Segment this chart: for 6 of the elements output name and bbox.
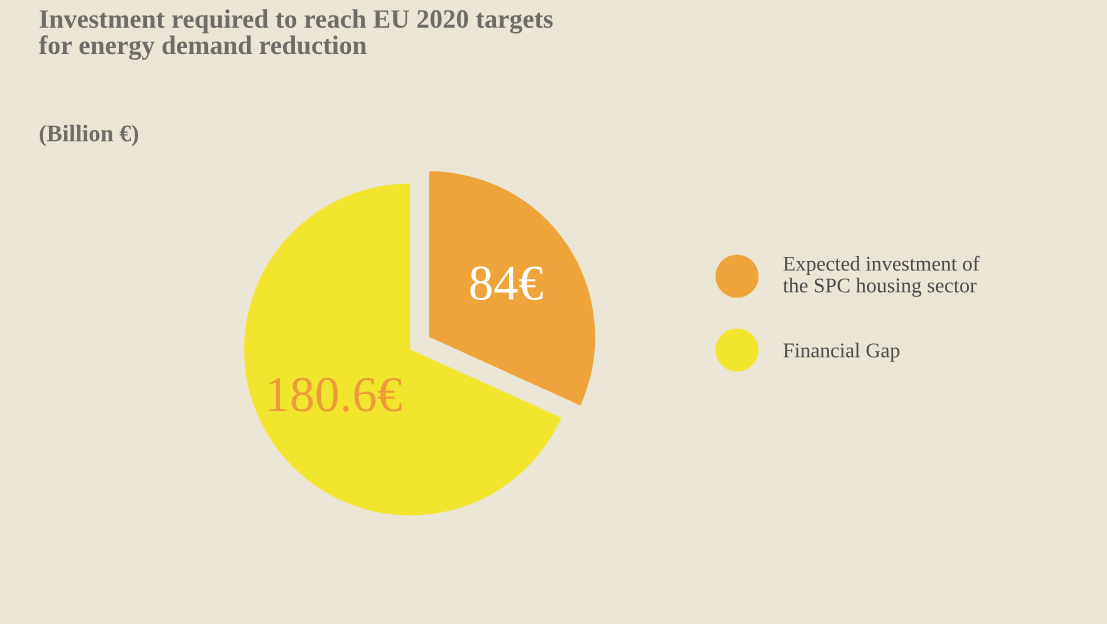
data-label: 180.6€ <box>269 377 402 412</box>
legend-label: Financial Gap <box>783 342 900 362</box>
data-label: 84€ <box>470 266 543 301</box>
legend-label: Expected investment of the SPC housing sector <box>783 255 980 297</box>
chart-title: Investment required to reach EU 2020 targets for energy demand reduction <box>38 9 553 60</box>
chart-subtitle: (Billion €) <box>39 124 139 147</box>
